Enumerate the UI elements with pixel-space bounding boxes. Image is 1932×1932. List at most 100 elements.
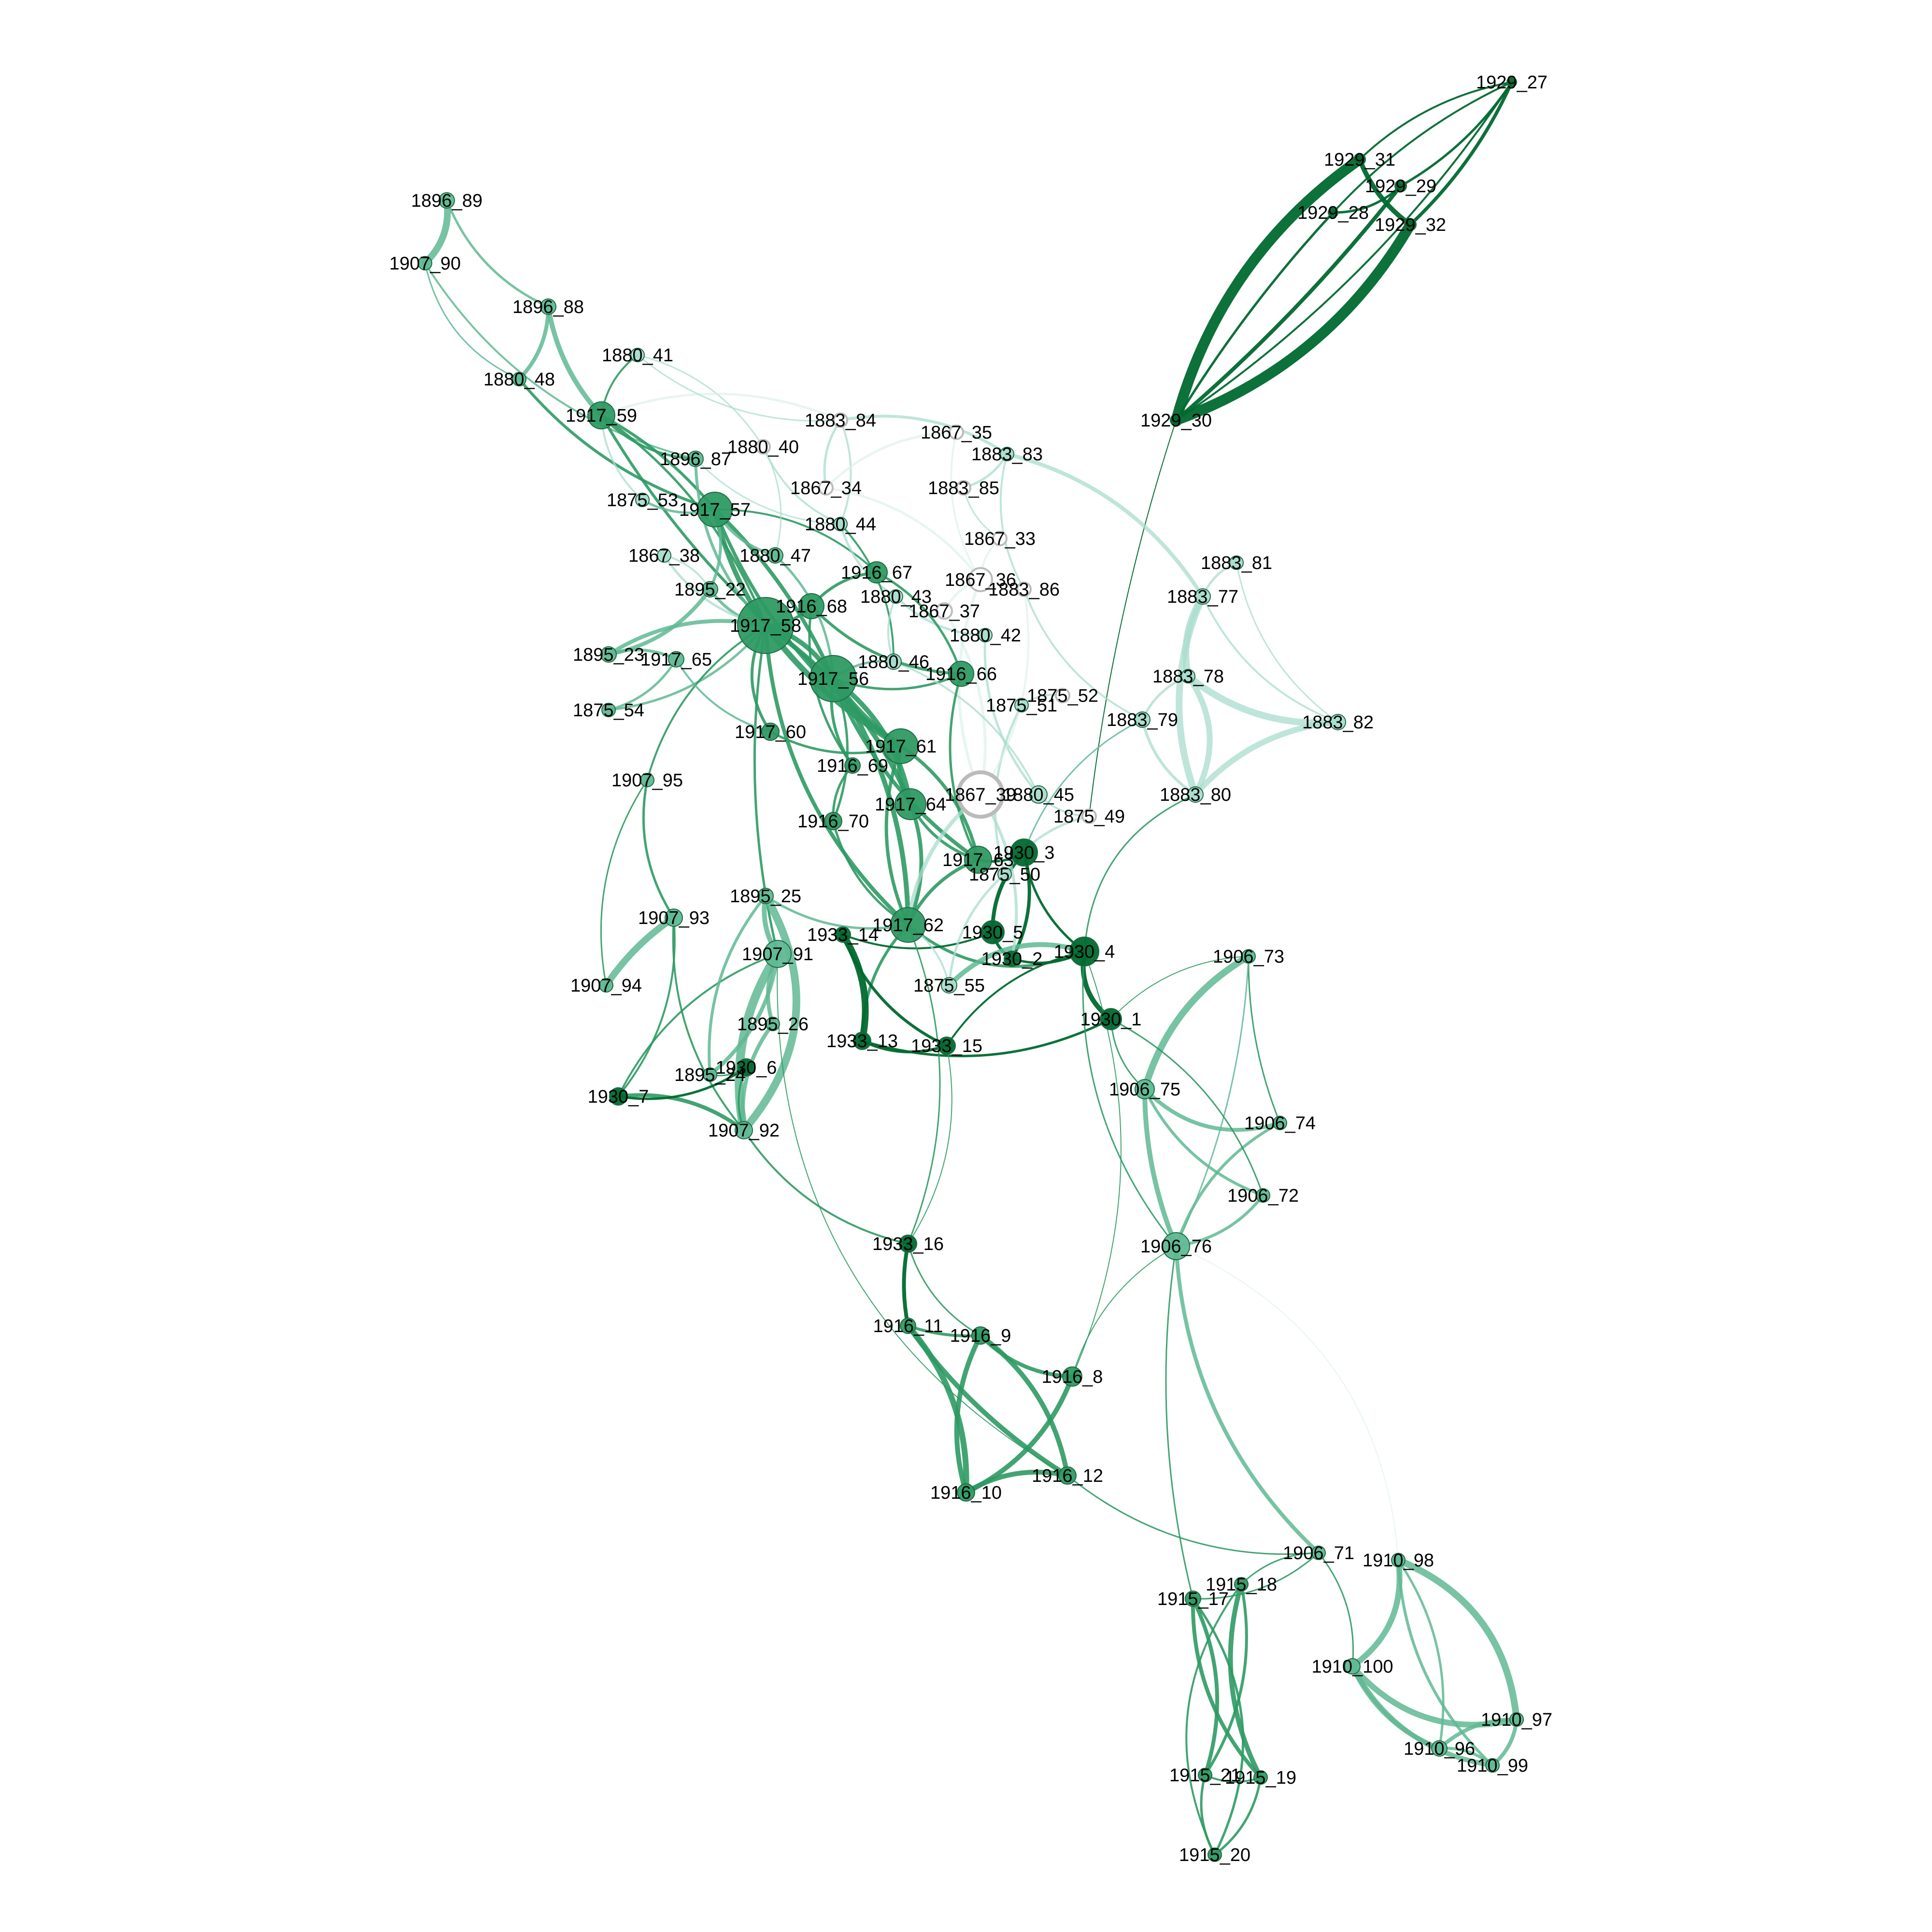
node-1906_73[interactable] — [1241, 949, 1256, 964]
node-1916_9[interactable] — [971, 1326, 990, 1345]
node-1930_1[interactable] — [1100, 1008, 1122, 1030]
node-1907_95[interactable] — [640, 773, 654, 787]
node-1907_91[interactable] — [764, 940, 792, 968]
node-1917_56[interactable] — [810, 655, 857, 702]
node-1929_29[interactable] — [1394, 180, 1407, 192]
node-1916_12[interactable] — [1058, 1466, 1077, 1485]
node-1867_33[interactable] — [992, 531, 1008, 546]
node-1916_69[interactable] — [844, 757, 861, 774]
node-1929_32[interactable] — [1404, 218, 1417, 231]
node-1917_61[interactable] — [883, 728, 919, 764]
node-1880_40[interactable] — [755, 439, 771, 455]
node-1880_45[interactable] — [1029, 785, 1048, 804]
node-1929_28[interactable] — [1328, 207, 1338, 218]
node-1883_86[interactable] — [1016, 582, 1032, 597]
node-1875_53[interactable] — [635, 493, 650, 507]
node-1910_97[interactable] — [1509, 1712, 1524, 1727]
node-1880_42[interactable] — [978, 628, 993, 642]
node-1915_21[interactable] — [1198, 1768, 1212, 1782]
node-1917_64[interactable] — [895, 788, 926, 820]
node-1880_41[interactable] — [630, 348, 645, 362]
node-1907_92[interactable] — [735, 1121, 753, 1139]
node-1910_100[interactable] — [1344, 1658, 1361, 1675]
node-1906_72[interactable] — [1256, 1188, 1270, 1203]
node-1933_15[interactable] — [938, 1037, 956, 1055]
node-1896_88[interactable] — [540, 298, 556, 315]
node-1929_31[interactable] — [1353, 153, 1366, 166]
node-1896_87[interactable] — [687, 451, 704, 467]
node-1883_77[interactable] — [1194, 588, 1211, 605]
node-1930_4[interactable] — [1069, 937, 1099, 966]
node-1907_93[interactable] — [665, 909, 683, 927]
node-1875_49[interactable] — [1081, 809, 1097, 824]
node-1917_65[interactable] — [668, 651, 684, 668]
node-1883_85[interactable] — [956, 480, 971, 496]
node-1880_48[interactable] — [512, 372, 526, 386]
node-1930_5[interactable] — [980, 920, 1005, 944]
node-1883_81[interactable] — [1229, 555, 1244, 570]
node-1916_10[interactable] — [957, 1483, 975, 1502]
node-1930_2[interactable] — [1004, 951, 1020, 967]
node-1915_18[interactable] — [1234, 1577, 1249, 1591]
node-1880_46[interactable] — [885, 653, 902, 670]
node-1867_38[interactable] — [657, 548, 671, 563]
node-1867_37[interactable] — [936, 602, 953, 620]
node-1875_54[interactable] — [601, 703, 616, 717]
node-1867_34[interactable] — [818, 480, 834, 496]
node-1915_20[interactable] — [1208, 1847, 1222, 1862]
node-1933_14[interactable] — [835, 926, 851, 943]
node-1917_58[interactable] — [737, 597, 794, 654]
node-1917_57[interactable] — [697, 492, 733, 527]
node-1916_67[interactable] — [866, 561, 888, 583]
node-1915_19[interactable] — [1253, 1770, 1268, 1785]
node-1929_30[interactable] — [1170, 414, 1182, 426]
node-1883_80[interactable] — [1187, 786, 1204, 803]
node-1883_83[interactable] — [1000, 447, 1014, 461]
node-1907_94[interactable] — [599, 978, 613, 993]
node-1895_23[interactable] — [600, 646, 617, 663]
node-1896_89[interactable] — [439, 192, 455, 209]
node-1906_75[interactable] — [1135, 1079, 1155, 1099]
node-1910_96[interactable] — [1431, 1740, 1448, 1757]
node-1867_35[interactable] — [949, 425, 964, 440]
node-1880_44[interactable] — [833, 517, 848, 531]
node-1883_84[interactable] — [833, 412, 848, 428]
node-1915_17[interactable] — [1185, 1591, 1201, 1607]
node-1867_39[interactable] — [956, 770, 1005, 819]
node-1895_24[interactable] — [703, 1067, 717, 1082]
node-1910_98[interactable] — [1391, 1553, 1406, 1567]
node-1875_51[interactable] — [1014, 698, 1029, 712]
node-1883_79[interactable] — [1134, 711, 1151, 728]
node-1906_76[interactable] — [1162, 1232, 1190, 1260]
node-1880_43[interactable] — [889, 589, 903, 604]
node-1929_27[interactable] — [1506, 77, 1517, 87]
node-1917_59[interactable] — [587, 401, 615, 429]
node-1875_55[interactable] — [941, 977, 957, 994]
node-1883_82[interactable] — [1330, 714, 1346, 730]
node-1895_26[interactable] — [766, 1017, 780, 1031]
node-1933_16[interactable] — [899, 1235, 917, 1253]
node-1895_22[interactable] — [702, 581, 718, 597]
node-1916_68[interactable] — [798, 593, 824, 619]
node-1917_60[interactable] — [761, 723, 780, 741]
node-1930_6[interactable] — [737, 1058, 755, 1077]
node-1933_13[interactable] — [853, 1032, 871, 1050]
node-1906_74[interactable] — [1273, 1116, 1287, 1130]
node-1880_47[interactable] — [767, 547, 783, 564]
node-1906_71[interactable] — [1311, 1546, 1326, 1560]
node-1910_99[interactable] — [1485, 1758, 1500, 1773]
node-1930_3[interactable] — [1010, 838, 1038, 867]
node-1867_36[interactable] — [968, 567, 993, 592]
node-1916_8[interactable] — [1062, 1366, 1082, 1387]
node-1916_70[interactable] — [824, 812, 842, 830]
node-1875_52[interactable] — [1055, 688, 1070, 703]
node-1917_62[interactable] — [890, 907, 926, 943]
node-1907_90[interactable] — [418, 256, 432, 270]
node-1883_78[interactable] — [1181, 669, 1195, 683]
node-1930_7[interactable] — [609, 1087, 627, 1106]
node-1916_66[interactable] — [948, 661, 974, 687]
node-1895_25[interactable] — [757, 888, 774, 904]
node-1917_63[interactable] — [964, 846, 992, 874]
node-1875_50[interactable] — [997, 867, 1012, 881]
node-1916_11[interactable] — [900, 1318, 916, 1334]
